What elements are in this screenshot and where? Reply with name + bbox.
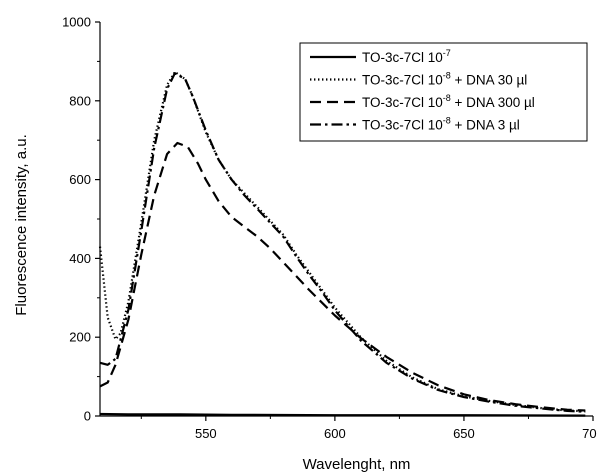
x-ticks: 550 600 650 700 (140, 416, 597, 441)
y-tick-label: 0 (84, 409, 91, 424)
series-line-4 (99, 72, 586, 413)
x-tick-label: 550 (195, 426, 217, 441)
plot-lines (98, 70, 586, 417)
y-tick-label: 600 (69, 172, 91, 187)
legend-label-2: TO-3c-7Cl 10-8 + DNA 30 µl (362, 71, 527, 88)
series-line-3 (99, 141, 586, 412)
legend-label-1: TO-3c-7Cl 10-7 (362, 48, 451, 65)
x-tick-label: 600 (324, 426, 346, 441)
legend-label-3: TO-3c-7Cl 10-8 + DNA 300 µl (362, 93, 535, 110)
legend-label-4: TO-3c-7Cl 10-8 + DNA 3 µl (362, 116, 520, 133)
legend: TO-3c-7Cl 10-7 TO-3c-7Cl 10-8 + DNA 30 µl… (299, 42, 588, 142)
y-tick-label: 400 (69, 251, 91, 266)
x-tick-label: 700 (582, 426, 597, 441)
y-tick-label: 800 (69, 93, 91, 108)
x-axis-title: Wavelenght, nm (303, 456, 411, 473)
y-ticks: 0 200 400 600 800 1000 (62, 15, 100, 424)
series-line-2 (98, 70, 586, 413)
x-tick-label: 650 (453, 426, 475, 441)
y-tick-label: 1000 (62, 15, 91, 30)
y-axis-title: Fluorescence intensity, a.u. (13, 134, 30, 315)
series-line-1 (99, 412, 586, 417)
y-tick-label: 200 (69, 330, 91, 345)
